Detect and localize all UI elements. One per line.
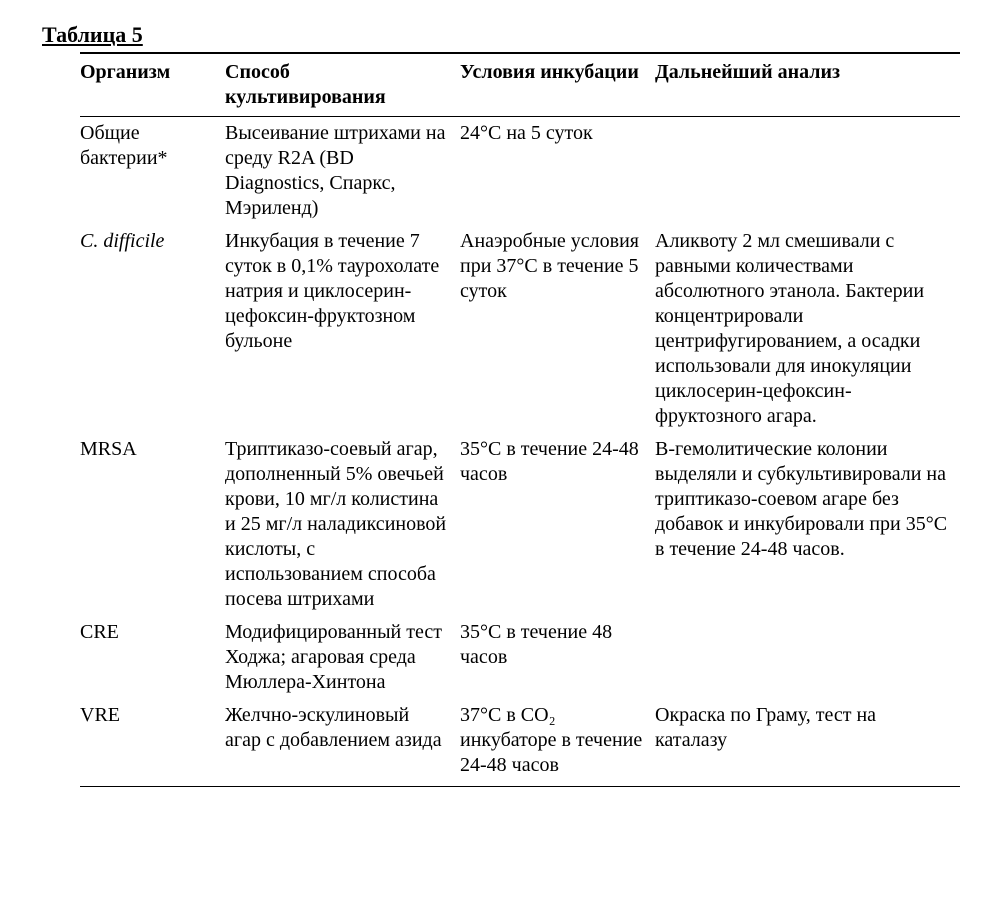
cell-organism: MRSA [80, 433, 225, 616]
cell-method: Высеивание штрихами на среду R2A (BD Dia… [225, 117, 460, 226]
cell-organism: Общие бактерии* [80, 117, 225, 226]
table-row: VREЖелчно-эскулиновый агар с добавлением… [80, 699, 960, 787]
cell-method: Желчно-эскулиновый агар с добавлением аз… [225, 699, 460, 787]
table-title: Таблица 5 [40, 22, 959, 48]
cell-analysis: В-гемолитические колонии выделяли и субк… [655, 433, 960, 616]
table-row: Общие бактерии*Высеивание штрихами на ср… [80, 117, 960, 226]
cell-analysis [655, 616, 960, 699]
table-row: C. difficileИнкубация в течение 7 суток … [80, 225, 960, 433]
cell-analysis [655, 117, 960, 226]
cell-analysis: Аликвоту 2 мл смешивали с равными количе… [655, 225, 960, 433]
cell-organism: C. difficile [80, 225, 225, 433]
cell-conditions: Анаэробные условия при 37°C в течение 5 … [460, 225, 655, 433]
cell-method: Триптиказо-соевый агар, дополненный 5% о… [225, 433, 460, 616]
cell-conditions: 35°C в течение 48 часов [460, 616, 655, 699]
cell-analysis: Окраска по Граму, тест на каталазу [655, 699, 960, 787]
cell-method: Модифицированный тест Ходжа; агаровая ср… [225, 616, 460, 699]
col-analysis: Дальнейший анализ [655, 53, 960, 117]
col-conditions: Условия инкубации [460, 53, 655, 117]
cell-organism: VRE [80, 699, 225, 787]
table-row: CREМодифицированный тест Ходжа; агаровая… [80, 616, 960, 699]
header-row: Организм Способ культивирования Условия … [80, 53, 960, 117]
cell-conditions: 37°C в CO₂ инкубаторе в течение 24-48 ча… [460, 699, 655, 787]
cell-method: Инкубация в течение 7 суток в 0,1% тауро… [225, 225, 460, 433]
data-table: Организм Способ культивирования Условия … [80, 52, 960, 787]
col-organism: Организм [80, 53, 225, 117]
cell-conditions: 35°C в течение 24-48 часов [460, 433, 655, 616]
table-body: Общие бактерии*Высеивание штрихами на ср… [80, 117, 960, 787]
cell-conditions: 24°C на 5 суток [460, 117, 655, 226]
col-method: Способ культивирования [225, 53, 460, 117]
cell-organism: CRE [80, 616, 225, 699]
table-row: MRSAТриптиказо-соевый агар, дополненный … [80, 433, 960, 616]
